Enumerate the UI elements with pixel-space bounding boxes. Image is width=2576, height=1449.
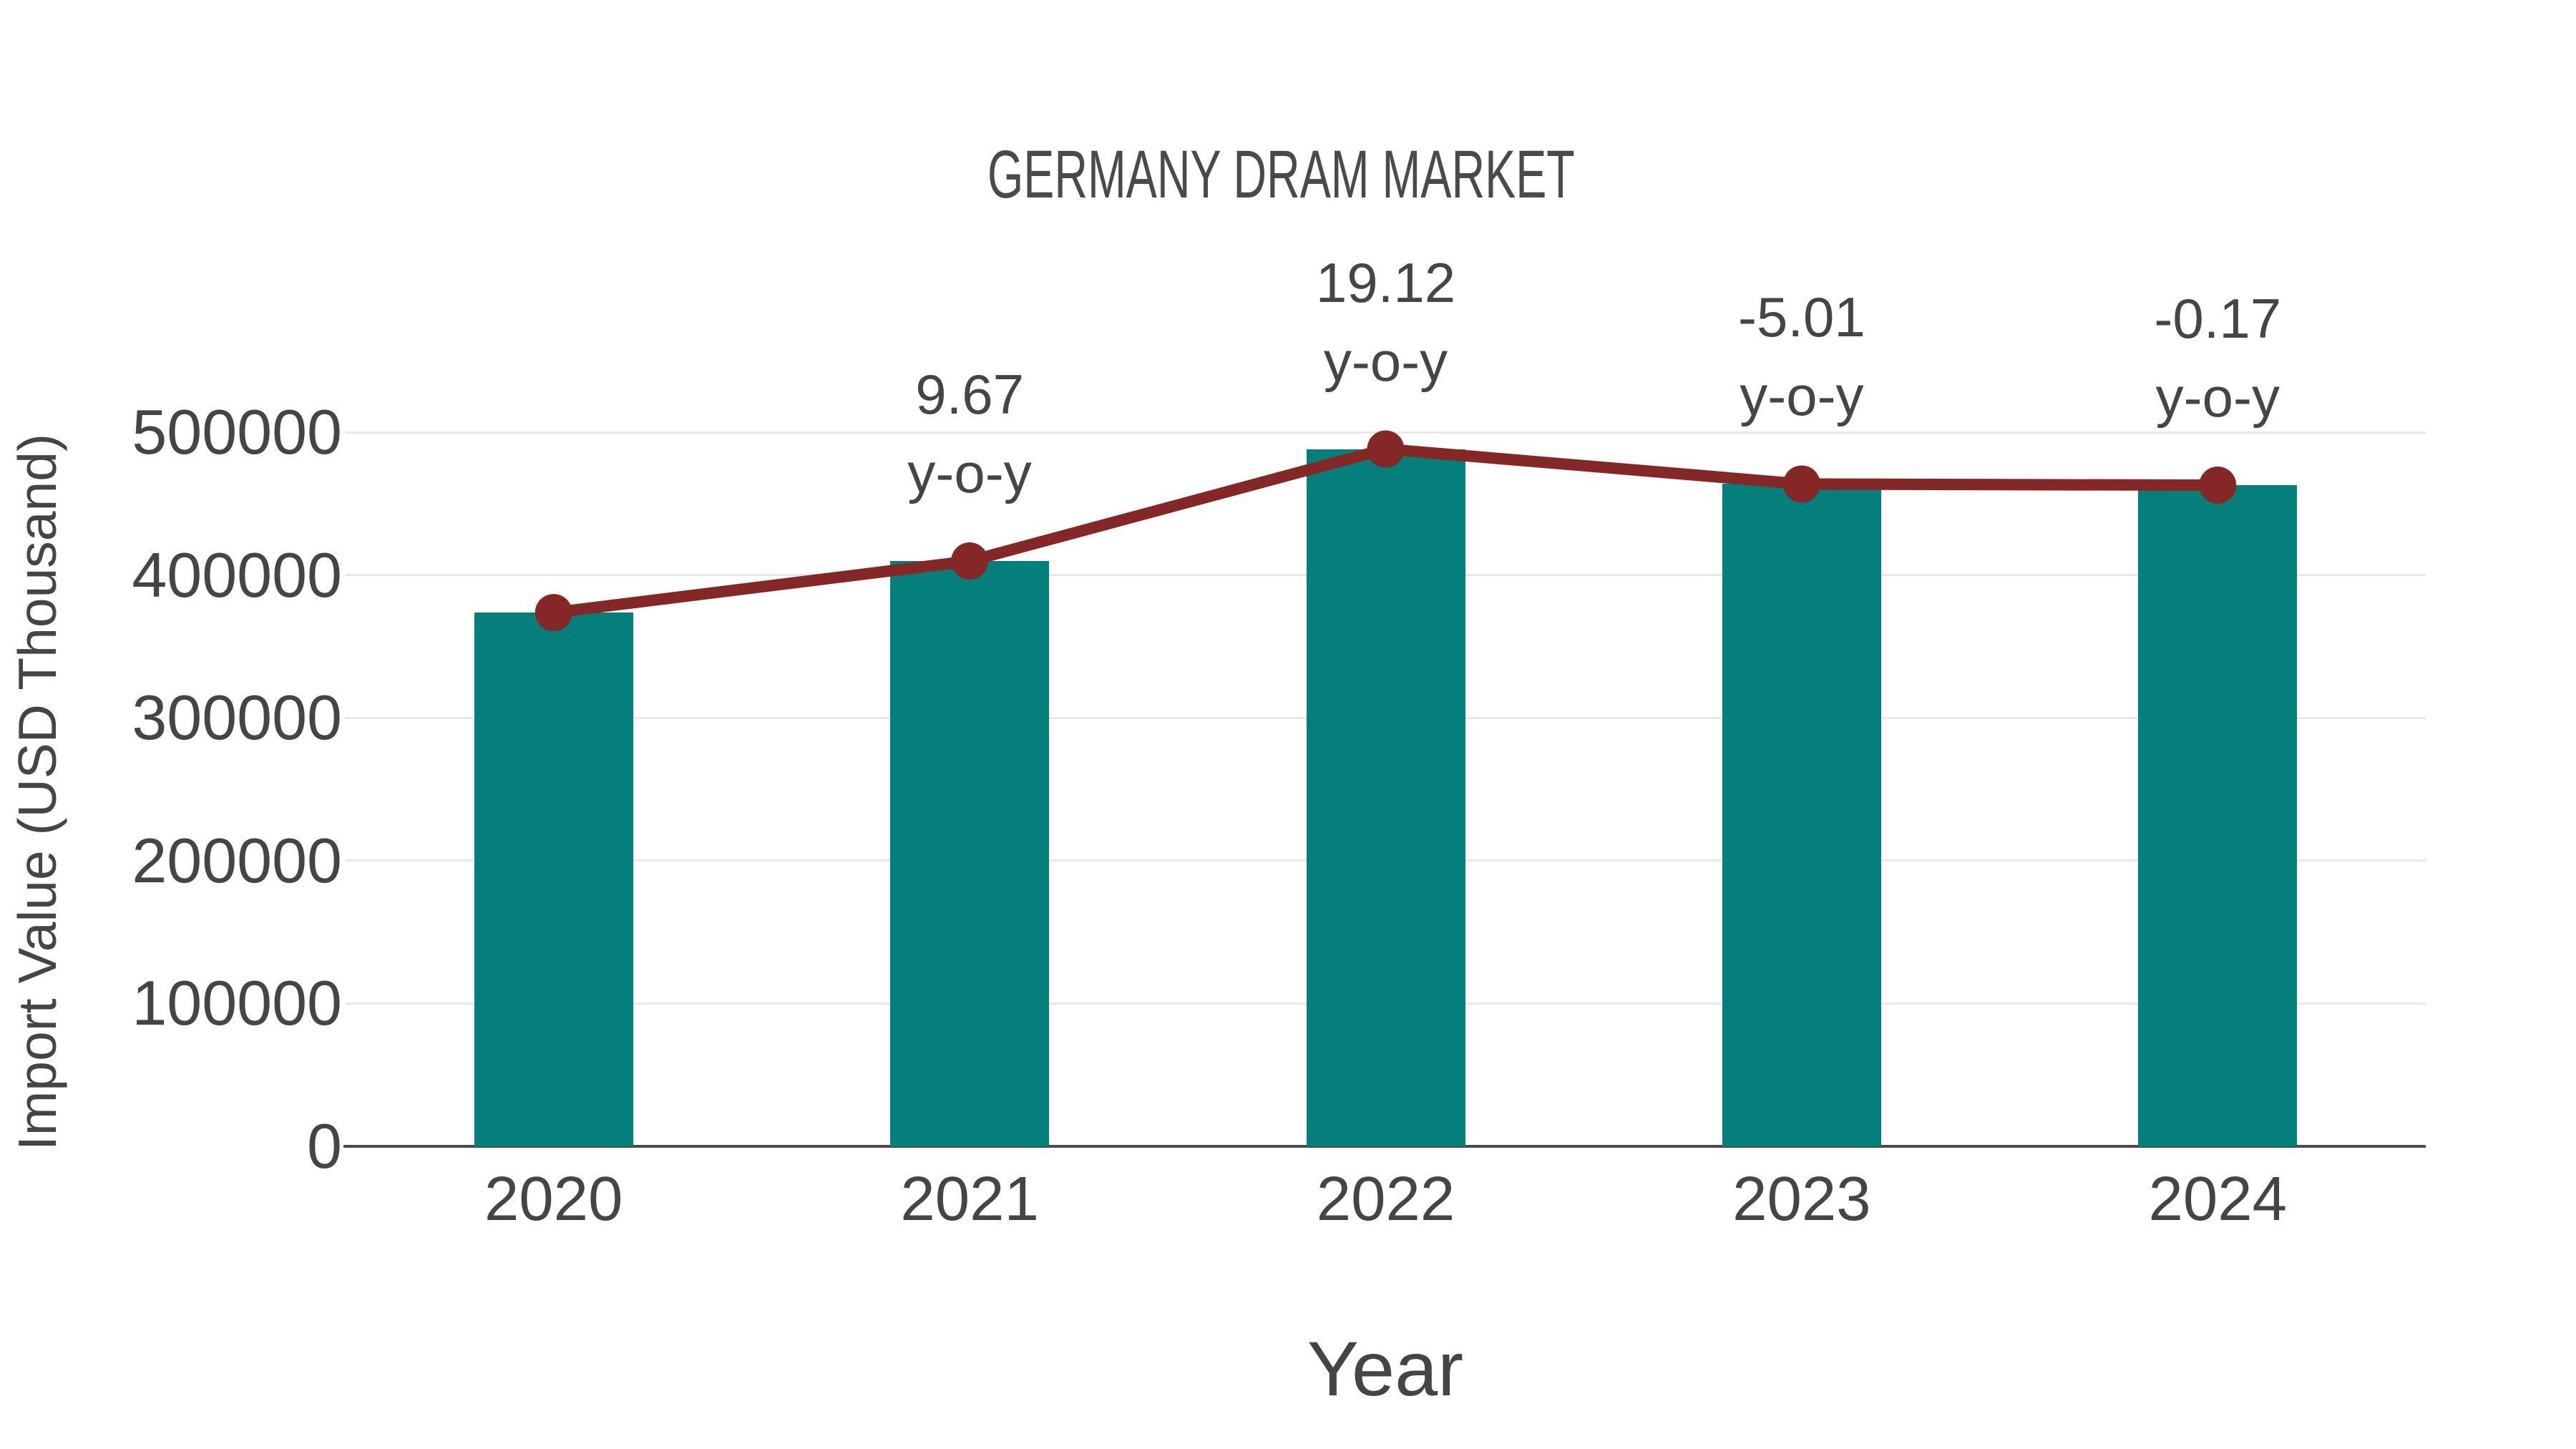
y-tick-label: 200000: [132, 824, 342, 896]
x-axis-line: [343, 1145, 2426, 1148]
annotation-2022: 19.12 y-o-y: [1171, 243, 1601, 401]
bar-2021: [890, 561, 1050, 1146]
x-tick-label-2024: 2024: [2148, 1164, 2288, 1234]
annotation-suffix-2022: y-o-y: [1323, 329, 1448, 393]
x-tick-label-2020: 2020: [484, 1164, 623, 1234]
y-tick-label: 500000: [132, 396, 342, 467]
annotation-value-2024: -0.17: [2154, 287, 2282, 351]
annotation-suffix-2021: y-o-y: [907, 441, 1032, 505]
y-tick-label: 400000: [132, 539, 342, 610]
bar-2020: [474, 613, 633, 1146]
annotation-2023: -5.01 y-o-y: [1587, 278, 2016, 435]
x-tick-label-2023: 2023: [1732, 1164, 1871, 1234]
x-axis-title: Year: [1307, 1325, 1464, 1412]
annotation-2021: 9.67 y-o-y: [755, 355, 1184, 512]
bar-2024: [2138, 485, 2298, 1146]
x-tick-label-2021: 2021: [900, 1164, 1039, 1234]
x-tick-label-2022: 2022: [1316, 1164, 1455, 1234]
annotation-suffix-2024: y-o-y: [2155, 366, 2280, 429]
annotation-value-2021: 9.67: [915, 363, 1024, 426]
y-tick-label: 100000: [132, 967, 342, 1039]
y-tick-label: 0: [307, 1111, 342, 1181]
bar-2022: [1306, 449, 1465, 1146]
annotation-suffix-2023: y-o-y: [1740, 364, 1864, 428]
annotation-value-2023: -5.01: [1737, 286, 1865, 349]
y-tick-label: 300000: [132, 682, 342, 753]
bar-2023: [1722, 484, 1881, 1146]
chart-title: GERMANY DRAM MARKET: [987, 137, 1575, 213]
annotation-value-2022: 19.12: [1315, 250, 1456, 314]
annotation-2024: -0.17 y-o-y: [2003, 279, 2432, 436]
